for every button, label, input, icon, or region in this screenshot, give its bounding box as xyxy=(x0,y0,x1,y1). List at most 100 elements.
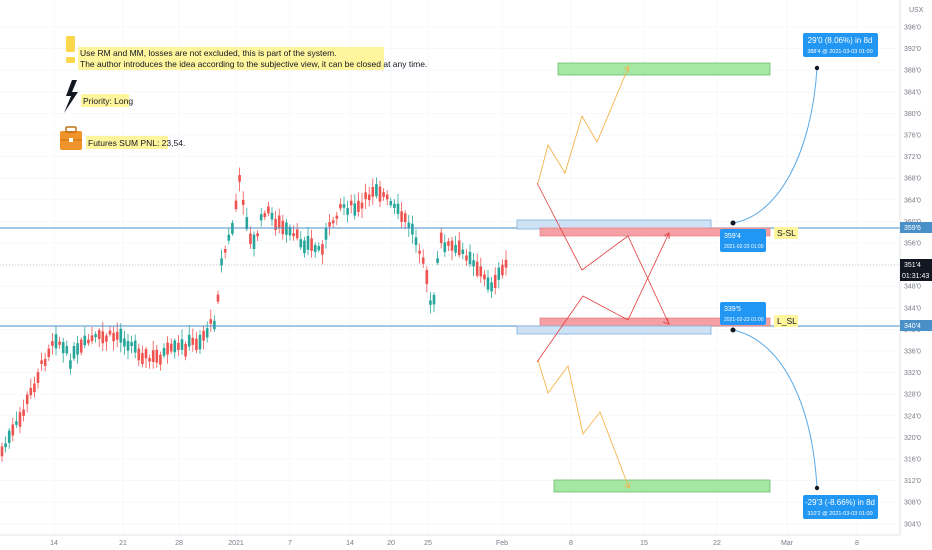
candle-body xyxy=(324,228,328,240)
candlestick-series xyxy=(0,167,508,462)
candle-body xyxy=(130,342,133,347)
price-ticks: 396'0 392'0 388'0 384'0 380'0 376'0 372'0 368'0… xyxy=(904,25,921,529)
candle-body xyxy=(209,319,213,324)
candle-body xyxy=(317,246,321,251)
candle-body xyxy=(299,239,303,248)
disclaimer-line-1: Use RM and MM, losses are not excluded, … xyxy=(80,48,337,58)
chart-grid xyxy=(0,0,900,535)
candle-body xyxy=(94,334,97,338)
candle-body xyxy=(36,372,40,384)
candle-body xyxy=(443,242,447,253)
bearish-path-orange[interactable] xyxy=(537,359,630,489)
upper-entry-callout[interactable]: 359'4 2021-02-23 01:00 xyxy=(720,229,766,252)
candle-body xyxy=(385,194,389,200)
candle-body xyxy=(353,203,357,216)
candle-body xyxy=(486,277,490,290)
upper-projection-curve[interactable] xyxy=(732,67,818,224)
candle-body xyxy=(335,215,339,219)
lower-entry-callout[interactable]: 339'5 2021-02-23 01:00 xyxy=(720,302,766,325)
candle-body xyxy=(187,334,191,347)
lower-target-dot[interactable] xyxy=(814,485,820,491)
price-tick-label: 324'0 xyxy=(904,413,921,420)
candle-body xyxy=(126,341,130,351)
candle-body xyxy=(479,266,483,277)
lightning-icon xyxy=(64,80,78,113)
lower-target-zone[interactable] xyxy=(553,479,771,493)
candle-body xyxy=(396,203,400,214)
price-tick-label: 376'0 xyxy=(904,133,921,140)
upper-entry-callout-line1: 359'4 xyxy=(724,233,741,240)
candle-body xyxy=(202,330,205,341)
price-tick-label: 356'0 xyxy=(904,241,921,248)
candle-body xyxy=(119,328,123,343)
candle-body xyxy=(141,353,144,365)
candle-body xyxy=(7,430,11,443)
lower-projection-curve[interactable] xyxy=(732,329,818,489)
long-entry-zone[interactable] xyxy=(516,325,712,335)
candle-body xyxy=(191,337,195,345)
priority-note[interactable]: Priority: Long xyxy=(64,80,133,113)
price-tick-label: 344'0 xyxy=(904,305,921,312)
disclaimer-note[interactable]: Use RM and MM, losses are not excluded, … xyxy=(66,36,427,70)
short-entry-zone[interactable] xyxy=(516,219,712,230)
candle-body xyxy=(169,343,173,352)
candle-body xyxy=(216,294,220,302)
s-sl-label[interactable]: S-SL xyxy=(774,227,798,239)
l-sl-label[interactable]: L_SL xyxy=(774,315,798,327)
candle-body xyxy=(40,360,43,364)
price-badge-current: 351'4 01:31:43 xyxy=(900,259,932,281)
time-tick-label: 7 xyxy=(288,540,292,547)
time-tick-label: 15 xyxy=(640,540,648,547)
candle-body xyxy=(256,233,259,237)
time-tick-label: Feb xyxy=(496,540,508,547)
upper-target-zone[interactable] xyxy=(557,62,771,76)
price-tick-label: 384'0 xyxy=(904,89,921,96)
time-tick-label: 20 xyxy=(387,540,395,547)
candle-body xyxy=(105,335,108,342)
pnl-note[interactable]: Futures SUM PNL: 23,54. xyxy=(60,126,185,150)
candle-body xyxy=(137,348,141,361)
upper-target-dot[interactable] xyxy=(814,65,820,71)
candle-body xyxy=(274,218,277,231)
candle-body xyxy=(72,345,76,359)
price-tick-label: 396'0 xyxy=(904,25,921,32)
upper-target-callout[interactable]: 29'0 (8.06%) in 8d 388'4 @ 2021-03-03 01… xyxy=(803,33,878,57)
candle-body xyxy=(227,234,231,241)
time-tick-label: 8 xyxy=(569,540,573,547)
candle-body xyxy=(97,330,101,339)
candle-body xyxy=(162,347,166,356)
candle-body xyxy=(270,212,274,220)
short-stop-zone[interactable] xyxy=(539,227,771,237)
lower-target-callout[interactable]: -29'3 (-8.66%) in 8d 310'2 @ 2021-03-03 … xyxy=(803,495,878,519)
candle-body xyxy=(367,194,371,201)
candle-body xyxy=(259,214,263,221)
candle-body xyxy=(400,211,403,222)
candle-body xyxy=(357,200,360,212)
candle-body xyxy=(295,229,299,239)
price-tick-label: 316'0 xyxy=(904,457,921,464)
price-badge-lower-text: 340'4 xyxy=(904,323,921,330)
bullish-path-orange[interactable] xyxy=(537,65,630,184)
candle-body xyxy=(292,233,295,237)
candle-body xyxy=(475,261,479,276)
candle-body xyxy=(177,342,180,351)
candle-body xyxy=(493,274,497,288)
candle-body xyxy=(115,331,119,340)
candle-body xyxy=(407,222,411,229)
price-tick-label: 320'0 xyxy=(904,435,921,442)
red-path-up[interactable] xyxy=(536,232,670,363)
candle-body xyxy=(346,208,349,215)
candle-body xyxy=(457,240,461,256)
price-badge-countdown-text: 01:31:43 xyxy=(902,273,929,280)
price-tick-label: 304'0 xyxy=(904,521,921,528)
lower-anchor-dot[interactable] xyxy=(730,327,736,333)
red-path-down[interactable] xyxy=(536,182,670,325)
candle-body xyxy=(58,341,61,345)
time-axis[interactable]: 14 21 28 2021 7 14 20 25 Feb 8 15 22 Mar 8 xyxy=(0,534,900,547)
candle-body xyxy=(281,220,285,235)
upper-anchor-dot[interactable] xyxy=(730,220,736,226)
price-axis[interactable]: USX 396'0392'0388'0384'0380'0376'0372'03… xyxy=(899,0,932,535)
candle-body xyxy=(15,421,18,425)
candle-body xyxy=(0,446,4,457)
